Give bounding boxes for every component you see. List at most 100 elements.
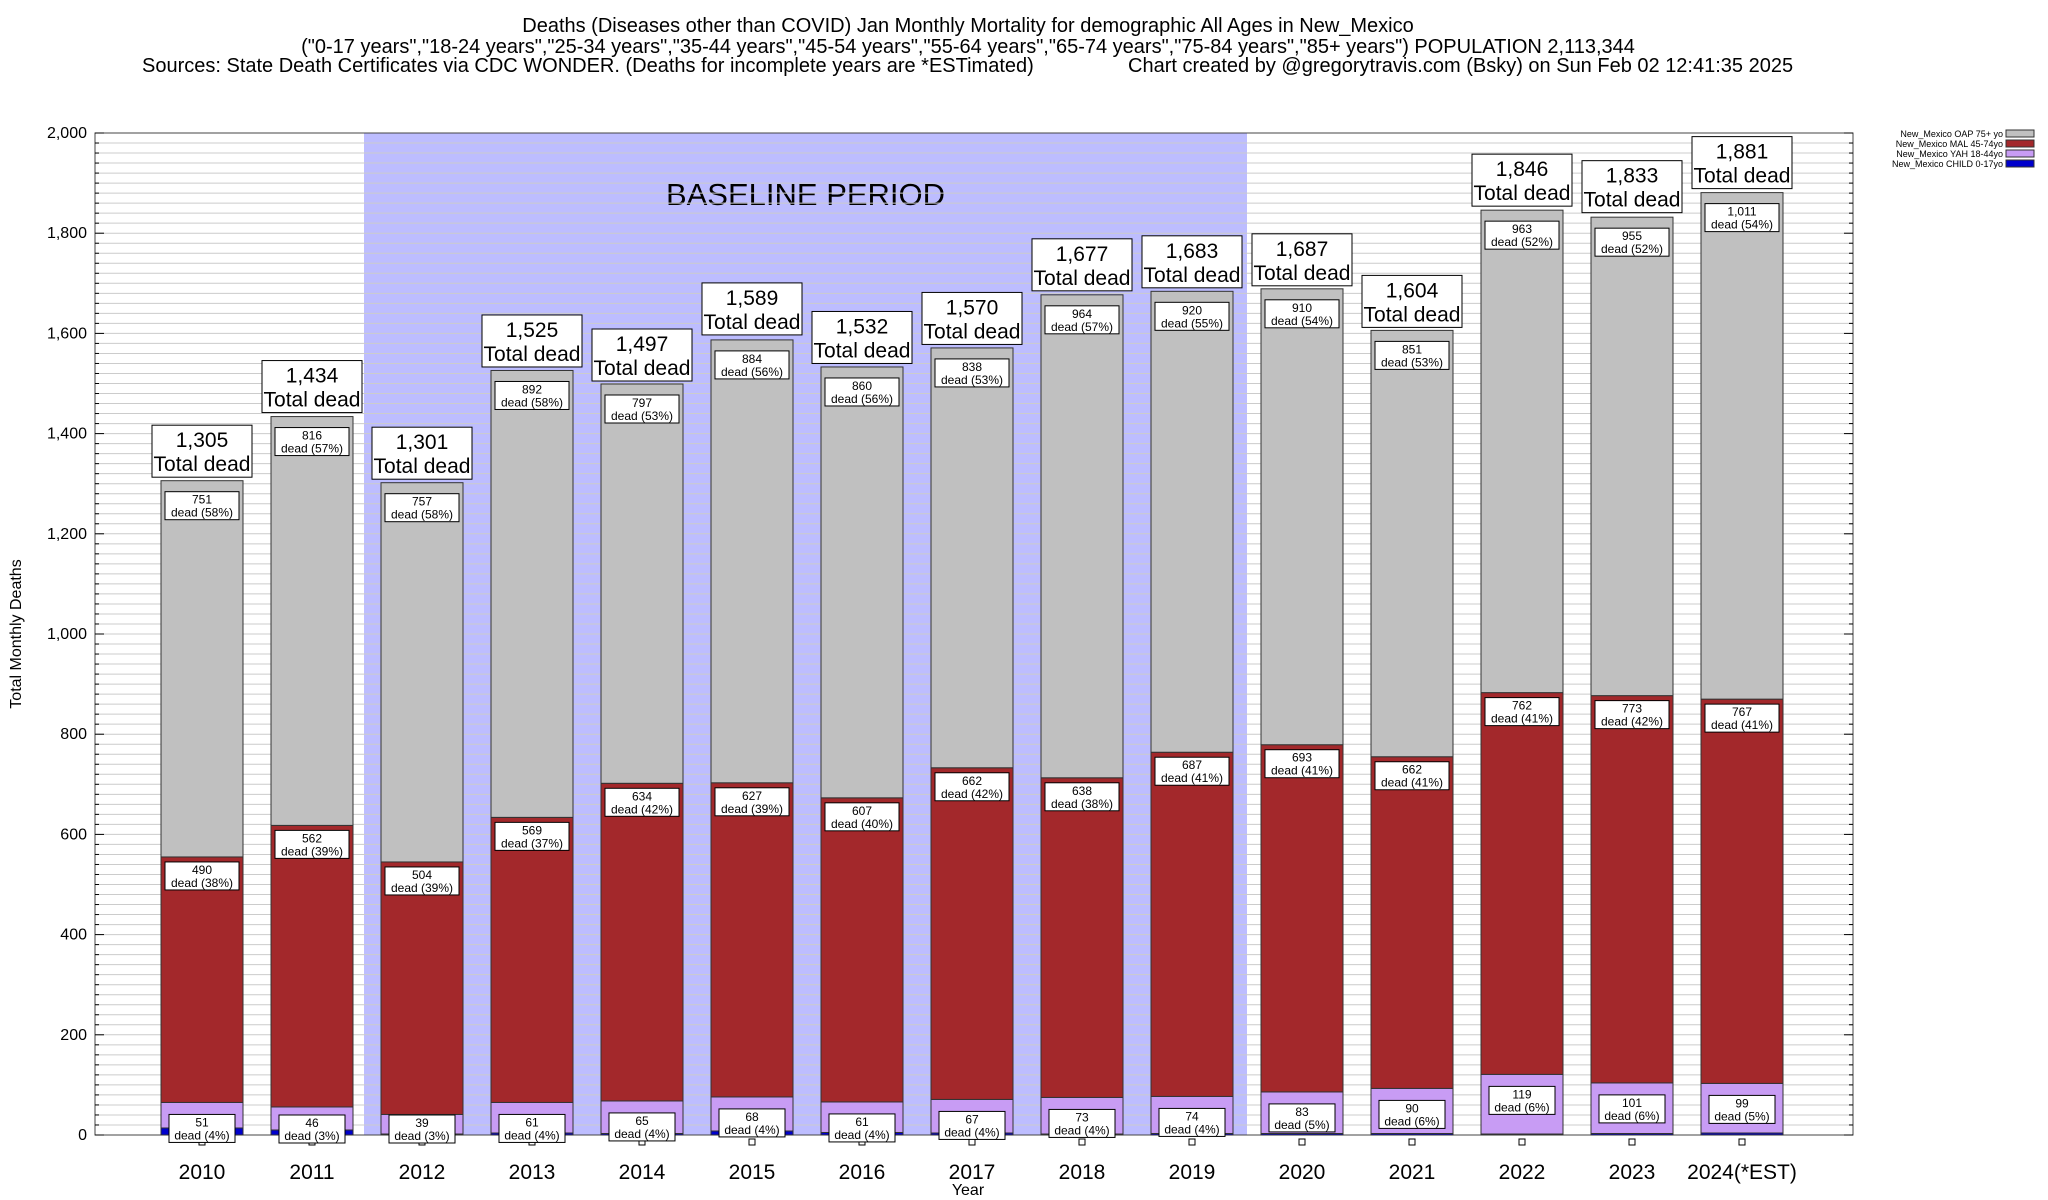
segment-percent-label: dead (58%) xyxy=(391,508,453,522)
segment-percent-label: dead (3%) xyxy=(284,1129,339,1143)
total-value-label: 1,833 xyxy=(1606,165,1659,188)
segment-label-box xyxy=(828,1113,896,1143)
total-value-label: 1,301 xyxy=(396,431,449,454)
segment-value-label: 68 xyxy=(745,1110,759,1124)
x-tick-label: 2017 xyxy=(949,1161,996,1184)
total-label-box xyxy=(701,282,803,336)
x-tick-label: 2024(*EST) xyxy=(1687,1161,1797,1184)
total-label-box xyxy=(261,360,363,414)
segment-label-box xyxy=(1158,1107,1226,1137)
bar-segment xyxy=(490,369,574,818)
bar-segment xyxy=(380,482,464,863)
segment-label-box xyxy=(384,493,460,523)
total-value-label: 1,677 xyxy=(1056,243,1109,266)
bar-segment xyxy=(1370,329,1454,758)
bar-segment xyxy=(1480,209,1564,694)
total-value-label: 1,604 xyxy=(1386,279,1439,302)
total-suffix-label: Total dead xyxy=(1254,262,1351,285)
total-suffix-label: Total dead xyxy=(1584,189,1681,212)
segment-label-box xyxy=(1708,1094,1776,1124)
bar-segment xyxy=(600,782,684,1102)
y-axis-title: Total Monthly Deaths xyxy=(8,559,25,708)
total-value-label: 1,570 xyxy=(946,296,999,319)
segment-label-box xyxy=(934,772,1010,802)
legend-label: New_Mexico CHILD 0-17yo xyxy=(1892,159,2003,169)
chart-title-credit: Chart created by @gregorytravis.com (Bsk… xyxy=(1128,55,1793,77)
x-tick-label: 2018 xyxy=(1059,1161,1106,1184)
segment-label-box xyxy=(1154,301,1230,331)
segment-percent-label: dead (56%) xyxy=(721,365,783,379)
legend-swatch xyxy=(2005,139,2035,148)
segment-percent-label: dead (41%) xyxy=(1381,776,1443,790)
child-marker xyxy=(1628,1138,1636,1146)
total-value-label: 1,525 xyxy=(506,319,559,342)
segment-label-box xyxy=(164,491,240,521)
legend-swatch xyxy=(2005,129,2035,138)
x-tick-label: 2014 xyxy=(619,1161,666,1184)
segment-value-label: 816 xyxy=(302,429,322,443)
segment-value-label: 1,011 xyxy=(1727,205,1756,219)
bar-segment xyxy=(1370,756,1454,1089)
segment-label-box xyxy=(388,1114,456,1144)
total-value-label: 1,846 xyxy=(1496,158,1549,181)
bar-segment xyxy=(1590,695,1674,1084)
segment-value-label: 955 xyxy=(1622,229,1642,243)
segment-percent-label: dead (42%) xyxy=(1601,715,1663,729)
y-tick-label: 600 xyxy=(60,826,87,843)
segment-value-label: 634 xyxy=(632,789,652,803)
segment-value-label: 119 xyxy=(1512,1087,1531,1101)
segment-label-box xyxy=(1264,299,1340,329)
y-tick-label: 2,000 xyxy=(47,125,87,142)
segment-percent-label: dead (41%) xyxy=(1271,764,1333,778)
segment-label-box xyxy=(494,821,570,851)
total-value-label: 1,589 xyxy=(726,287,779,310)
total-label-box xyxy=(1691,136,1793,190)
bar-segment xyxy=(270,416,354,826)
segment-value-label: 662 xyxy=(962,774,982,788)
segment-percent-label: dead (54%) xyxy=(1271,314,1333,328)
segment-percent-label: dead (58%) xyxy=(171,506,233,520)
child-marker xyxy=(1298,1138,1306,1146)
segment-label-box xyxy=(168,1113,236,1143)
total-suffix-label: Total dead xyxy=(1474,182,1571,205)
bar-segment xyxy=(1150,290,1234,753)
child-marker xyxy=(1078,1138,1086,1146)
total-suffix-label: Total dead xyxy=(1144,264,1241,287)
segment-percent-label: dead (6%) xyxy=(1384,1114,1439,1128)
bar-segment xyxy=(710,782,794,1098)
segment-percent-label: dead (52%) xyxy=(1601,242,1663,256)
y-tick-label: 400 xyxy=(60,927,87,944)
segment-label-box xyxy=(1374,761,1450,791)
total-value-label: 1,532 xyxy=(836,315,889,338)
y-tick-label: 200 xyxy=(60,1027,87,1044)
bar-segment xyxy=(1260,288,1344,746)
y-tick-label: 800 xyxy=(60,726,87,743)
segment-value-label: 39 xyxy=(415,1116,429,1130)
segment-percent-label: dead (4%) xyxy=(1164,1122,1219,1136)
segment-value-label: 61 xyxy=(855,1115,869,1129)
segment-percent-label: dead (38%) xyxy=(1051,797,1113,811)
segment-percent-label: dead (39%) xyxy=(721,802,783,816)
total-suffix-label: Total dead xyxy=(1034,267,1131,290)
segment-label-box xyxy=(604,394,680,424)
segment-label-box xyxy=(1484,220,1560,250)
segment-label-box xyxy=(1268,1103,1336,1133)
total-label-box xyxy=(811,310,913,364)
segment-value-label: 99 xyxy=(1735,1096,1749,1110)
segment-percent-label: dead (41%) xyxy=(1491,712,1553,726)
segment-percent-label: dead (4%) xyxy=(504,1128,559,1142)
segment-value-label: 762 xyxy=(1512,699,1532,713)
total-suffix-label: Total dead xyxy=(814,339,911,362)
total-suffix-label: Total dead xyxy=(264,389,361,412)
segment-value-label: 963 xyxy=(1512,222,1532,236)
total-label-box xyxy=(1251,233,1353,287)
x-axis-title: Year xyxy=(952,1182,985,1199)
segment-percent-label: dead (38%) xyxy=(171,876,233,890)
total-suffix-label: Total dead xyxy=(374,455,471,478)
segment-value-label: 627 xyxy=(742,789,762,803)
segment-value-label: 74 xyxy=(1185,1109,1199,1123)
segment-percent-label: dead (4%) xyxy=(724,1123,779,1137)
segment-label-box xyxy=(714,787,790,817)
segment-label-box xyxy=(604,787,680,817)
